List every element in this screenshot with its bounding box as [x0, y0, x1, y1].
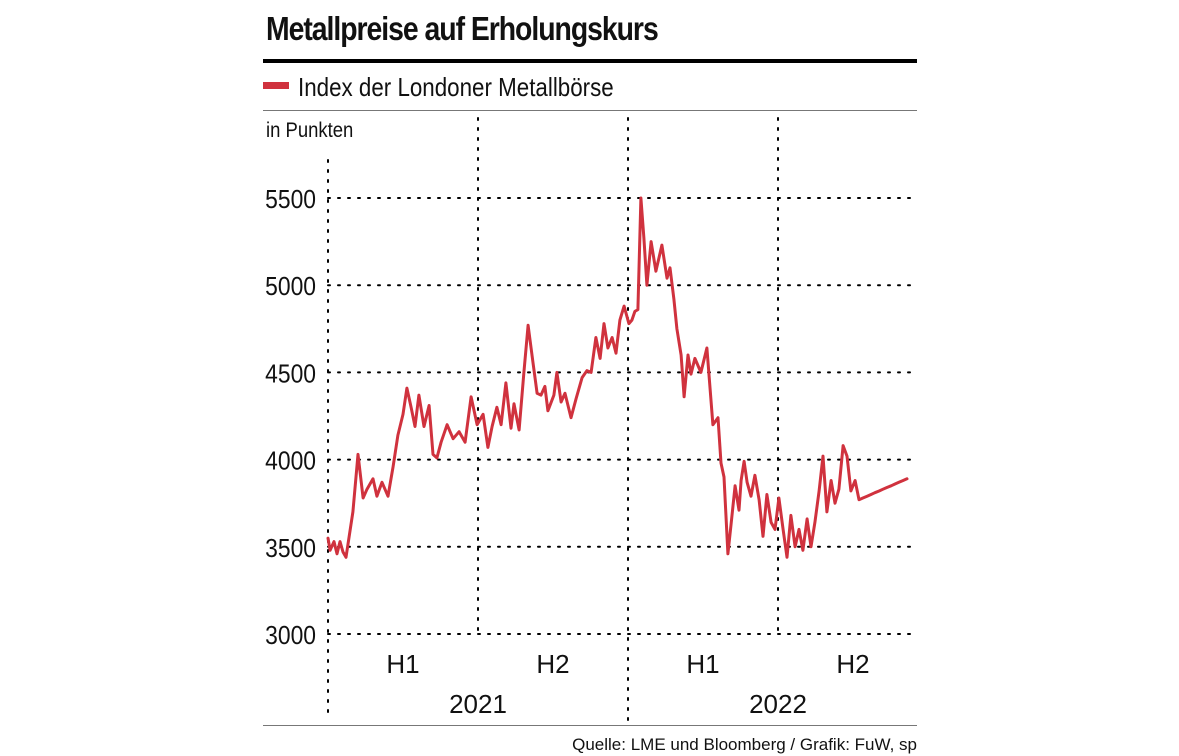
- y-tick-label: 4000: [265, 447, 316, 476]
- x-half-label: H2: [836, 649, 869, 679]
- bottom-rule: [263, 725, 917, 726]
- y-tick-label: 4500: [265, 360, 316, 389]
- x-half-label: H2: [536, 649, 569, 679]
- y-axis-unit-label: in Punkten: [266, 119, 354, 142]
- y-tick-label: 3000: [265, 622, 316, 651]
- source-note: Quelle: LME und Bloomberg / Grafik: FuW,…: [572, 735, 917, 754]
- x-year-label: 2022: [749, 689, 807, 719]
- x-half-label: H1: [686, 649, 719, 679]
- series-line-lme-index: [326, 196, 909, 559]
- chart-title: Metallpreise auf Erholungskurs: [266, 10, 659, 47]
- y-tick-label: 5500: [265, 186, 316, 215]
- legend-swatch: [263, 82, 289, 89]
- x-year-label: 2021: [449, 689, 507, 719]
- title-rule: [263, 59, 917, 63]
- legend-label: Index der Londoner Metallbörse: [298, 72, 614, 102]
- legend-rule: [263, 110, 917, 111]
- x-half-label: H1: [386, 649, 419, 679]
- y-tick-label: 3500: [265, 535, 316, 564]
- y-tick-label: 5000: [265, 273, 316, 302]
